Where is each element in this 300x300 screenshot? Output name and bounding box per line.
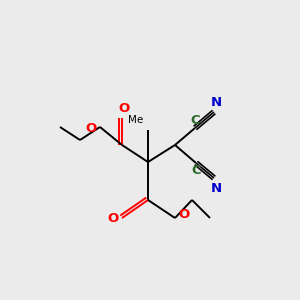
Text: C: C (190, 113, 200, 127)
Text: O: O (85, 122, 97, 136)
Text: O: O (107, 212, 118, 224)
Text: O: O (178, 208, 190, 221)
Text: O: O (118, 103, 130, 116)
Text: N: N (210, 95, 222, 109)
Text: N: N (210, 182, 222, 194)
Text: Me: Me (128, 115, 144, 125)
Text: C: C (191, 164, 201, 178)
